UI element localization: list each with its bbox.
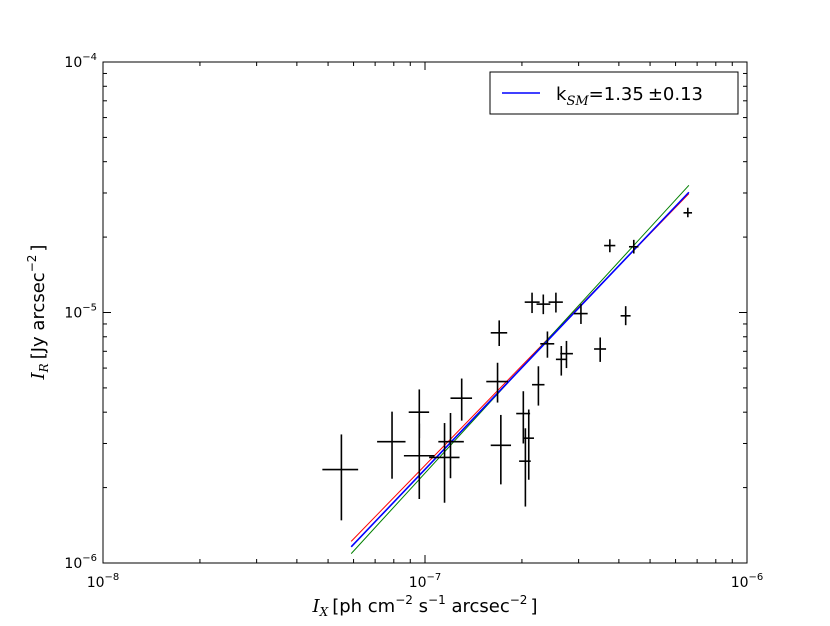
fit-line (350, 191, 690, 548)
tick-marks (102, 61, 748, 564)
data-point (450, 378, 473, 421)
x-axis-label: IX [ph cm−2 s−1 arcsec−2] (312, 593, 538, 619)
data-point (403, 423, 435, 500)
y-tick-label: 10−4 (64, 52, 97, 71)
legend-label: kSM=1.35 ±0.13 (556, 84, 703, 109)
data-point (516, 391, 531, 444)
plot-area (102, 61, 748, 564)
data-point (628, 239, 639, 254)
data-point (524, 292, 540, 314)
x-tick-label: 10−7 (409, 572, 442, 591)
y-tick-label: 10−6 (64, 553, 97, 572)
data-point (620, 306, 631, 326)
data-points (322, 207, 693, 521)
data-point (555, 345, 567, 376)
data-point (573, 304, 588, 324)
x-tick-label: 10−6 (731, 572, 764, 591)
data-point (604, 239, 616, 253)
data-point (548, 292, 563, 313)
data-point (429, 423, 460, 503)
y-tick-label: 10−5 (64, 303, 97, 322)
tick-labels: 10−8 10−7 10−6 10−6 10−5 10−4 (64, 52, 763, 591)
data-point (490, 414, 512, 485)
data-point (560, 340, 573, 369)
data-point (540, 331, 555, 358)
data-point (490, 320, 508, 346)
data-point (532, 366, 545, 406)
data-point (594, 337, 607, 362)
y-axis-label: IR[Jy arcsec−2] (25, 245, 51, 381)
data-point (523, 409, 534, 480)
data-point (322, 434, 359, 521)
legend: kSM=1.35 ±0.13 (489, 71, 739, 115)
data-point (486, 362, 508, 403)
data-point (377, 411, 406, 479)
data-point (536, 294, 551, 315)
data-point (438, 413, 464, 479)
x-tick-label: 10−8 (87, 572, 120, 591)
data-point (683, 207, 693, 218)
